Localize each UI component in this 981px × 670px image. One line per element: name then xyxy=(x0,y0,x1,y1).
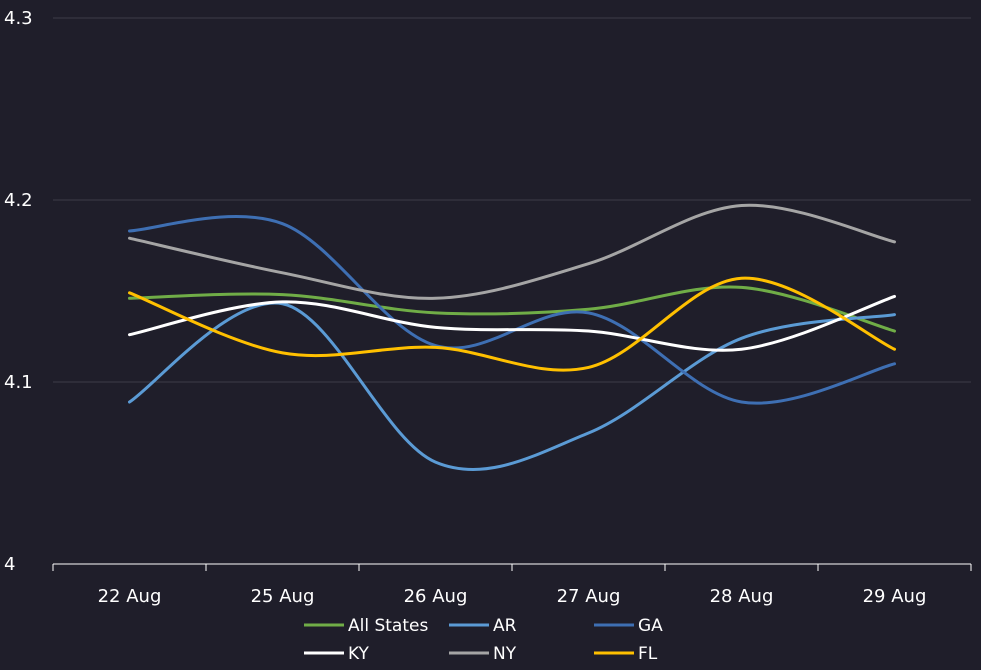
series-line-ny xyxy=(128,203,896,300)
legend-item-fl: FL xyxy=(594,644,658,664)
legend-label: GA xyxy=(638,616,663,636)
legend-item-ky: KY xyxy=(304,644,370,664)
x-axis: 4 4.1 4.2 4.3 22 Aug 25 Aug 26 Aug 27 Aug 28 Aug… xyxy=(4,8,972,607)
y-tick-label: 4.3 xyxy=(4,8,33,29)
legend-label: NY xyxy=(493,644,517,664)
legend-item-ny: NY xyxy=(449,644,517,664)
x-tick-label: 28 Aug xyxy=(710,586,774,607)
legend-label: FL xyxy=(638,644,658,664)
series-line-fl xyxy=(128,276,896,372)
x-tick-label: 22 Aug xyxy=(98,586,162,607)
series-lines xyxy=(128,203,896,471)
gridlines xyxy=(53,17,971,383)
x-tick-label: 27 Aug xyxy=(557,586,621,607)
legend-label: All States xyxy=(348,616,428,636)
y-tick-label: 4 xyxy=(4,554,15,575)
legend-item-all-states: All States xyxy=(304,616,428,636)
series-line-ar xyxy=(128,301,896,471)
series-line-ky xyxy=(128,294,896,352)
y-tick-label: 4.2 xyxy=(4,190,33,211)
x-tick-label: 26 Aug xyxy=(404,586,468,607)
legend: All States AR GA KY NY FL xyxy=(304,616,663,664)
x-tick-label: 29 Aug xyxy=(863,586,927,607)
series-line-ga xyxy=(128,215,896,405)
y-tick-label: 4.1 xyxy=(4,372,33,393)
x-tick-label: 25 Aug xyxy=(251,586,315,607)
series-line-all-states xyxy=(128,285,896,333)
legend-item-ar: AR xyxy=(449,616,517,636)
legend-label: KY xyxy=(348,644,370,664)
legend-item-ga: GA xyxy=(594,616,663,636)
legend-label: AR xyxy=(493,616,517,636)
